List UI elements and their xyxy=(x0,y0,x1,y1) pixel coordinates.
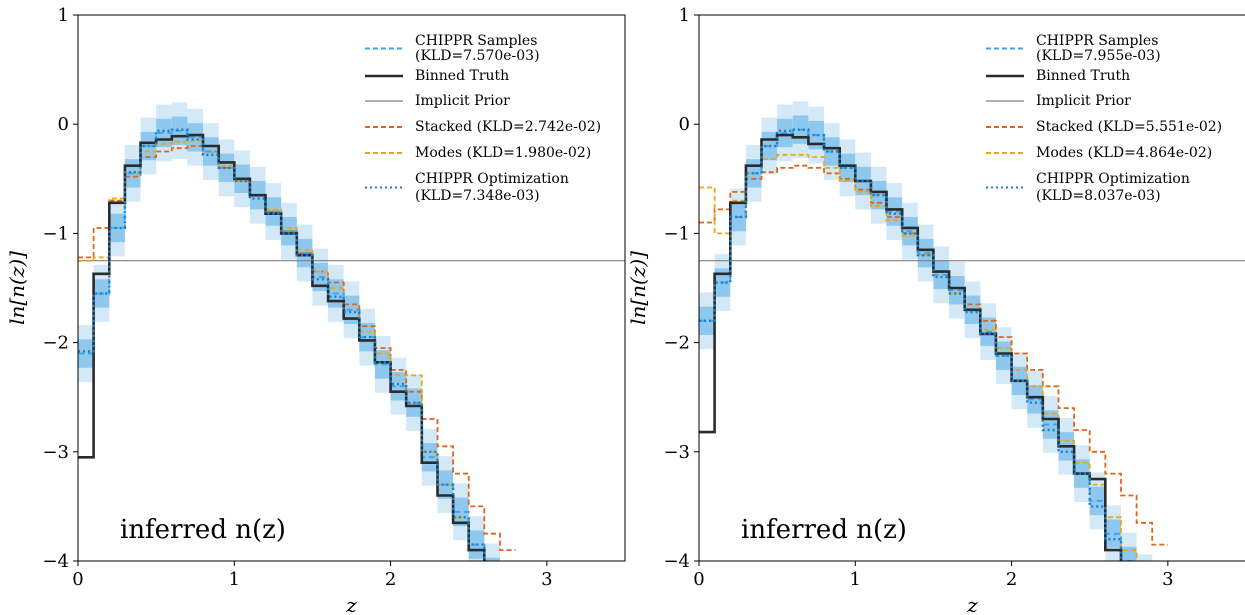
band-inner xyxy=(1042,410,1059,439)
legend: CHIPPR Samples(KLD=7.570e-03) Binned Trut… xyxy=(365,33,601,204)
panel-1: 0 1 2 3 1 0 −1 −2 −3 −4 z ln[n(z)] inferred n(z) CHIP… xyxy=(5,5,626,615)
y-tick-label: 0 xyxy=(679,114,690,135)
annotation: inferred n(z) xyxy=(741,515,907,545)
x-tick-label: 3 xyxy=(1162,569,1173,590)
legend-label: Stacked (KLD=5.551e-02) xyxy=(1036,119,1222,135)
legend-label: Binned Truth xyxy=(1036,68,1130,84)
annotation: inferred n(z) xyxy=(120,515,286,545)
x-tick-label: 0 xyxy=(693,569,704,590)
y-tick-label: −2 xyxy=(42,333,69,354)
x-axis-title: z xyxy=(345,593,357,615)
plot-area xyxy=(78,102,625,615)
axes-frame xyxy=(77,14,626,562)
band-inner xyxy=(500,580,516,608)
band-inner xyxy=(839,153,856,183)
legend-label: Implicit Prior xyxy=(415,93,510,109)
panel-2: 0 1 2 3 1 0 −1 −2 −3 −4 z ln[n(z)] inferred n(z) CHIP… xyxy=(626,5,1245,615)
band-inner xyxy=(1137,569,1153,597)
legend-label: Modes (KLD=1.980e-02) xyxy=(415,145,591,161)
band-inner xyxy=(886,197,903,226)
legend-label: CHIPPR Samples xyxy=(1036,33,1158,49)
band-inner xyxy=(78,339,94,368)
y-tick-label: 1 xyxy=(679,5,690,26)
legend-label: (KLD=7.348e-03) xyxy=(415,188,540,204)
y-tick-label: 1 xyxy=(58,5,69,26)
y-tick-label: −4 xyxy=(663,551,690,572)
band-outer xyxy=(500,565,516,615)
legend-label: CHIPPR Optimization xyxy=(415,171,569,187)
x-tick-label: 1 xyxy=(229,569,240,590)
band-inner xyxy=(1152,590,1168,615)
y-tick-label: −3 xyxy=(42,442,69,463)
band-inner xyxy=(1027,385,1043,414)
series-modes xyxy=(78,139,486,561)
legend: CHIPPR Samples(KLD=7.955e-03) Binned Trut… xyxy=(986,33,1222,204)
series-modes xyxy=(699,153,1138,561)
x-tick-label: 1 xyxy=(850,569,861,590)
legend-label: Stacked (KLD=2.742e-02) xyxy=(415,119,601,135)
y-tick-label: −3 xyxy=(663,442,690,463)
axes-frame xyxy=(698,14,1245,562)
band-inner xyxy=(1105,519,1121,548)
legend-label: Binned Truth xyxy=(415,68,509,84)
x-axis-title: z xyxy=(966,593,978,615)
y-tick-label: −1 xyxy=(663,223,690,244)
y-tick-label: 0 xyxy=(58,114,69,135)
band-inner xyxy=(359,322,375,352)
plot-area xyxy=(699,101,1245,615)
legend-label: CHIPPR Samples xyxy=(415,33,537,49)
x-tick-label: 2 xyxy=(385,569,396,590)
band-inner xyxy=(453,497,469,527)
legend-label: CHIPPR Optimization xyxy=(1036,171,1190,187)
x-tick-label: 3 xyxy=(541,569,552,590)
y-axis-title: ln[n(z)] xyxy=(5,251,29,325)
band-outer xyxy=(1136,554,1153,561)
x-tick-label: 2 xyxy=(1006,569,1017,590)
legend-label: Modes (KLD=4.864e-02) xyxy=(1036,145,1212,161)
band-inner xyxy=(484,557,500,561)
legend-label: (KLD=7.570e-03) xyxy=(415,48,540,64)
legend-label: (KLD=7.955e-03) xyxy=(1036,48,1161,64)
legend-label: (KLD=8.037e-03) xyxy=(1036,188,1161,204)
legend-label: Implicit Prior xyxy=(1036,93,1131,109)
y-tick-label: −4 xyxy=(42,551,69,572)
y-tick-label: −2 xyxy=(663,333,690,354)
series-chippr-optimization xyxy=(78,128,486,561)
band-inner xyxy=(699,306,715,335)
band-inner xyxy=(933,260,950,290)
y-axis-title: ln[n(z)] xyxy=(626,251,650,325)
band-outer xyxy=(484,543,500,561)
x-tick-label: 0 xyxy=(72,569,83,590)
band-inner xyxy=(390,372,407,401)
y-tick-label: −1 xyxy=(42,223,69,244)
band-inner xyxy=(187,123,204,152)
band-inner xyxy=(949,275,965,305)
series-binned-truth xyxy=(78,133,486,561)
series-chippr-optimization xyxy=(699,128,1123,561)
